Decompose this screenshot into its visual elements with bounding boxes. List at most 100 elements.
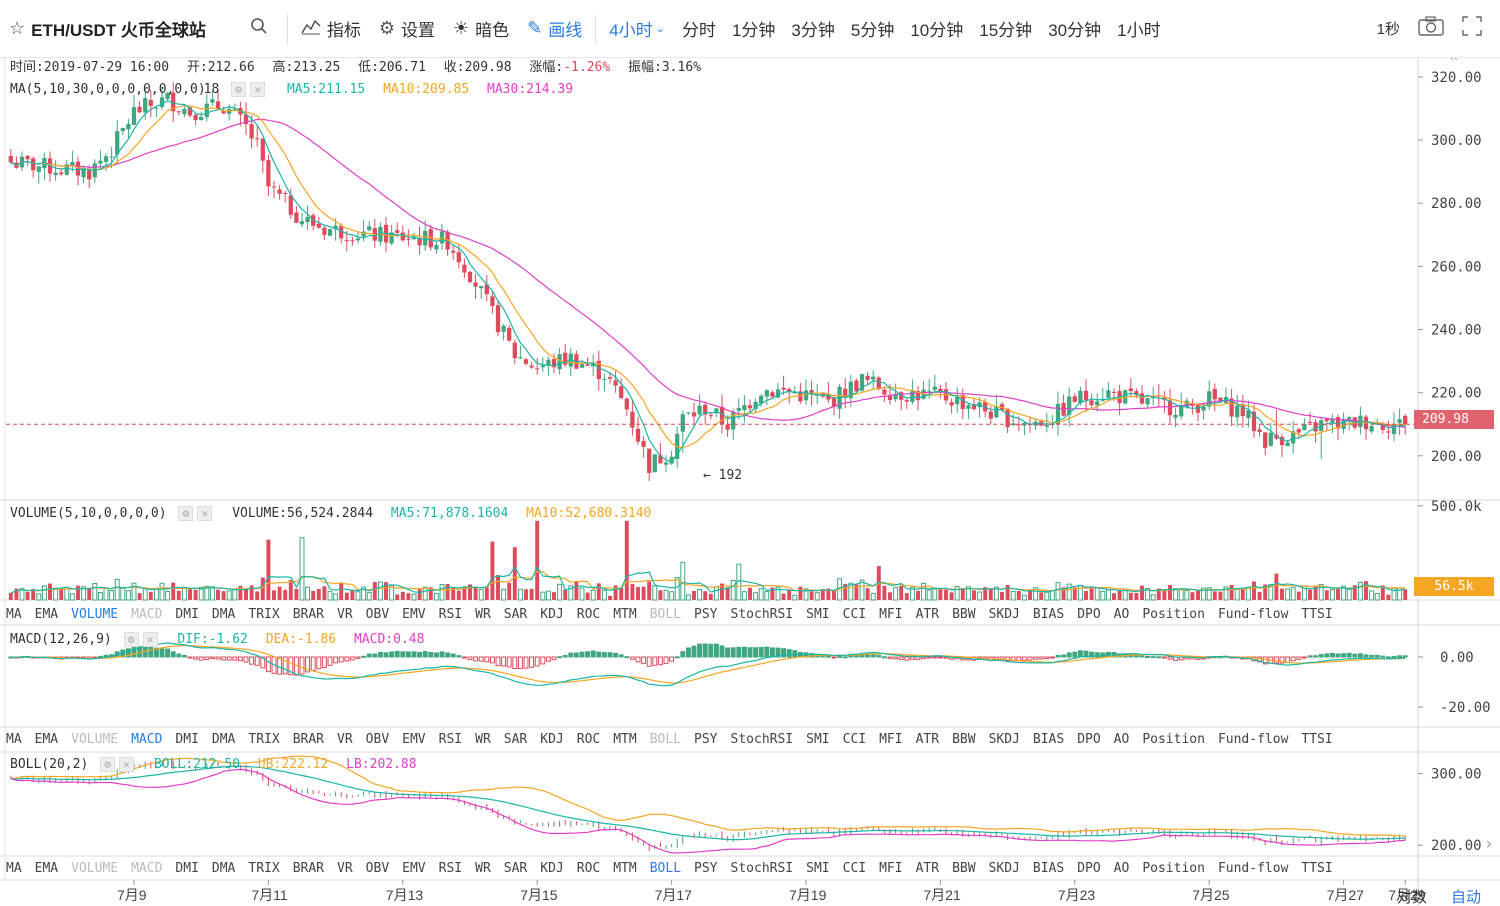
indicator-tab[interactable]: MTM (613, 731, 637, 747)
indicator-tab[interactable]: TTSI (1301, 731, 1333, 747)
indicator-tab[interactable]: BBW (952, 606, 976, 622)
search-button[interactable] (241, 0, 283, 58)
indicator-tab[interactable]: VOLUME (71, 731, 119, 747)
indicator-tab[interactable]: BBW (952, 860, 976, 876)
indicator-tab[interactable]: BOLL (649, 860, 682, 876)
indicator-tab[interactable]: StochRSI (730, 606, 794, 622)
indicator-tab[interactable]: DPO (1077, 606, 1101, 622)
interval-option[interactable]: 5分钟 (850, 21, 895, 40)
indicator-tab[interactable]: EMV (402, 606, 426, 622)
indicator-tab[interactable]: PSY (694, 860, 718, 876)
indicator-tab[interactable]: Position (1142, 731, 1205, 747)
indicator-tab[interactable]: ROC (576, 860, 601, 876)
indicator-tab[interactable]: PSY (694, 606, 718, 622)
indicator-tab[interactable]: VR (337, 860, 353, 876)
indicator-tab[interactable]: Fund-flow (1217, 731, 1289, 747)
indicator-tab[interactable]: SKDJ (988, 731, 1020, 747)
indicator-tab[interactable]: ATR (915, 606, 940, 622)
indicator-tab[interactable]: WR (475, 606, 491, 622)
volume-close-button[interactable]: ✕ (197, 506, 213, 521)
indicator-tab[interactable]: StochRSI (730, 860, 794, 876)
indicator-tab[interactable]: BIAS (1032, 860, 1065, 876)
indicator-tab[interactable]: WR (475, 731, 491, 747)
indicator-tab[interactable]: PSY (694, 731, 718, 747)
indicator-tab[interactable]: RSI (438, 606, 463, 622)
indicator-tab[interactable]: TRIX (248, 606, 280, 622)
indicator-tab[interactable]: DPO (1077, 731, 1101, 747)
indicator-tab[interactable]: AO (1113, 860, 1130, 876)
indicator-tab[interactable]: TRIX (248, 731, 280, 747)
boll-close-button[interactable]: ✕ (119, 757, 135, 772)
indicator-tab[interactable]: CCI (842, 731, 867, 747)
indicator-tab[interactable]: KDJ (540, 606, 564, 622)
macd-settings-button[interactable]: ⚙ (123, 632, 139, 647)
indicator-tab[interactable]: SMI (806, 860, 830, 876)
indicator-tab[interactable]: CCI (842, 606, 867, 622)
indicator-tab[interactable]: Position (1142, 860, 1205, 876)
chart-canvas[interactable]: 320.00 300.00 280.00 260.00 240.00 220.00 200.… (0, 58, 1500, 906)
indicator-tab[interactable]: RSI (438, 860, 463, 876)
indicator-tab[interactable]: MACD (131, 731, 163, 747)
indicator-tab[interactable]: DMI (175, 731, 199, 747)
indicator-tab[interactable]: StochRSI (730, 731, 794, 747)
indicator-tab[interactable]: MA (6, 860, 22, 876)
indicators-button[interactable]: 指标 (292, 0, 370, 58)
volume-settings-button[interactable]: ⚙ (178, 506, 194, 521)
log-scale-button[interactable]: 对数 (1397, 889, 1428, 906)
indicator-tab[interactable]: SAR (503, 731, 528, 747)
indicator-tab[interactable]: EMA (34, 731, 59, 747)
indicator-tab[interactable]: SMI (806, 731, 830, 747)
screenshot-button[interactable] (1409, 0, 1453, 58)
indicator-tab[interactable]: OBV (365, 860, 390, 876)
settings-button[interactable]: ⚙ 设置 (370, 0, 444, 58)
indicator-tab[interactable]: EMA (34, 606, 59, 622)
boll-settings-button[interactable]: ⚙ (100, 757, 116, 772)
indicator-tab[interactable]: DPO (1077, 860, 1101, 876)
theme-button[interactable]: ☀ 暗色 (444, 0, 518, 58)
indicator-tab[interactable]: MFI (879, 606, 903, 622)
interval-dropdown[interactable]: 4小时 ⌄ (600, 0, 674, 58)
indicator-tab[interactable]: ATR (915, 860, 940, 876)
indicator-tab[interactable]: SKDJ (988, 606, 1020, 622)
indicator-tab[interactable]: KDJ (540, 731, 564, 747)
indicator-tab[interactable]: DMA (211, 860, 236, 876)
indicator-tab[interactable]: CCI (842, 860, 867, 876)
indicator-tab[interactable]: TTSI (1301, 606, 1333, 622)
interval-option[interactable]: 30分钟 (1048, 21, 1102, 40)
indicator-tab[interactable]: SAR (503, 860, 528, 876)
favorite-button[interactable]: ☆ ETH/USDT 火币全球站 (0, 0, 215, 58)
indicator-tab[interactable]: AO (1113, 731, 1130, 747)
indicator-tab[interactable]: MACD (131, 860, 163, 876)
indicator-tab[interactable]: MA (6, 606, 22, 622)
indicator-tab[interactable]: BOLL (649, 731, 682, 747)
draw-button[interactable]: ✎ 画线 (518, 0, 591, 58)
indicator-tab[interactable]: BIAS (1032, 731, 1065, 747)
indicator-tab[interactable]: ROC (576, 606, 601, 622)
interval-option[interactable]: 15分钟 (979, 21, 1033, 40)
fullscreen-button[interactable] (1453, 0, 1500, 58)
indicator-tab[interactable]: Fund-flow (1217, 606, 1289, 622)
indicator-tab[interactable]: DMI (175, 860, 199, 876)
indicator-tab[interactable]: MA (6, 731, 22, 747)
interval-option[interactable]: 3分钟 (791, 21, 835, 40)
indicator-tab[interactable]: EMV (402, 860, 426, 876)
interval-option[interactable]: 1小时 (1117, 21, 1161, 40)
indicator-tab[interactable]: ROC (576, 731, 601, 747)
indicator-tab[interactable]: OBV (365, 606, 390, 622)
ma-settings-button[interactable]: ⚙ (231, 82, 247, 97)
indicator-tab[interactable]: RSI (438, 731, 463, 747)
interval-option[interactable]: 1分钟 (731, 21, 776, 40)
indicator-tab[interactable]: SKDJ (988, 860, 1020, 876)
indicator-tab[interactable]: SAR (503, 606, 528, 622)
indicator-tab[interactable]: VR (337, 731, 353, 747)
indicator-tab[interactable]: EMA (34, 860, 59, 876)
ma-close-button[interactable]: ✕ (250, 82, 266, 97)
indicator-tab[interactable]: ATR (915, 731, 940, 747)
indicator-tab[interactable]: BRAR (292, 860, 325, 876)
indicator-tab[interactable]: EMV (402, 731, 426, 747)
indicator-tab[interactable]: Position (1142, 606, 1205, 622)
indicator-tab[interactable]: OBV (365, 731, 390, 747)
indicator-tab[interactable]: BRAR (292, 731, 325, 747)
indicator-tab[interactable]: MTM (613, 860, 637, 876)
indicator-tab[interactable]: Fund-flow (1217, 860, 1289, 876)
